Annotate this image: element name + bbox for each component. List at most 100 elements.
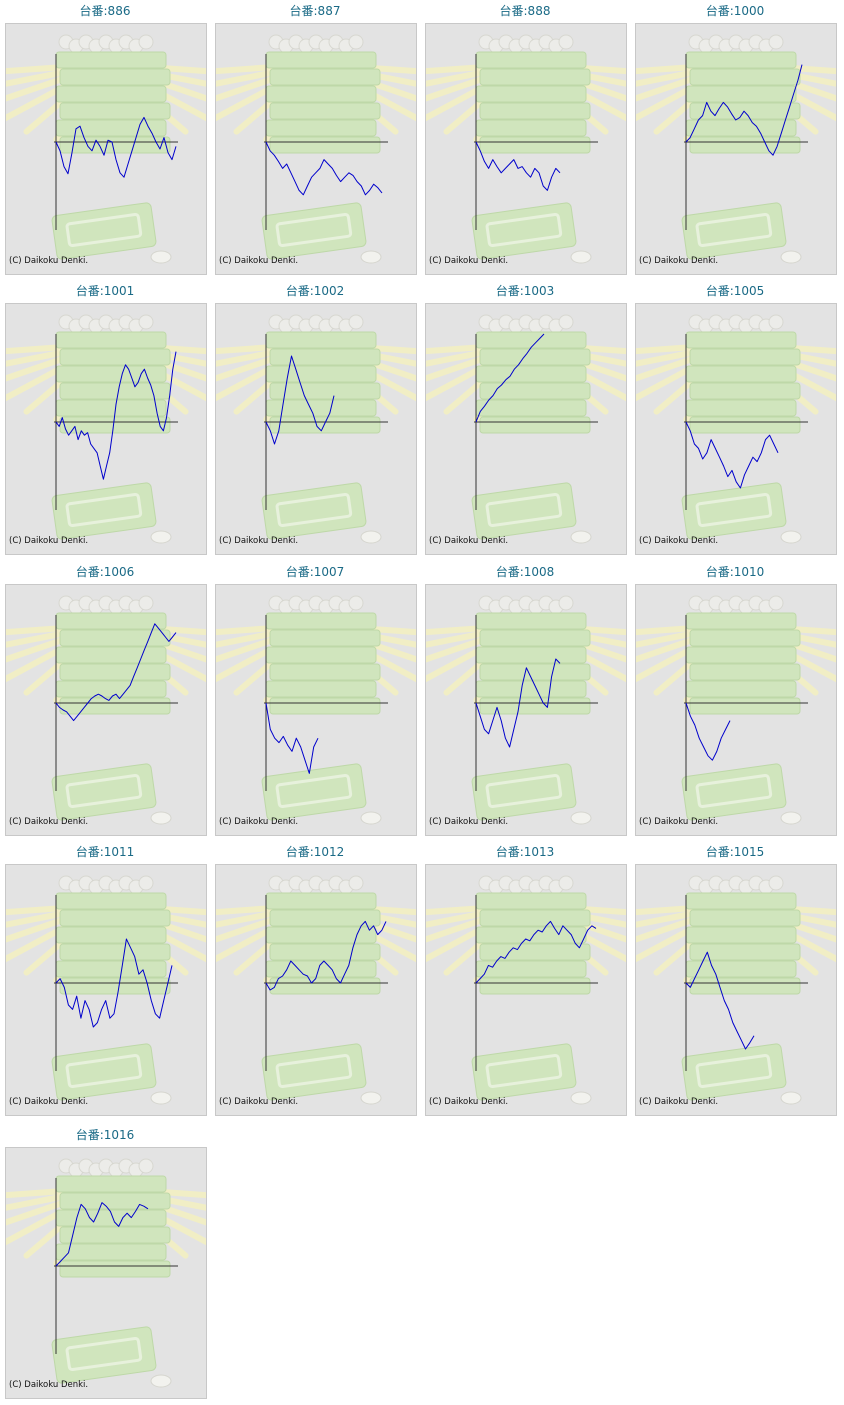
machine-number-link[interactable]: 台番:1001: [75, 284, 135, 298]
slump-graph-panel[interactable]: (C) Daikoku Denki.: [425, 864, 627, 1116]
slump-graph-panel[interactable]: (C) Daikoku Denki.: [215, 23, 417, 275]
chart-cell: 台番:1007 (C) Daikoku Denki.: [210, 562, 420, 836]
slump-graph-panel[interactable]: (C) Daikoku Denki.: [635, 303, 837, 555]
chart-cell: 台番:888 (C) Daikoku Denki.: [420, 1, 630, 275]
series-line: [265, 920, 387, 991]
copyright-text: (C) Daikoku Denki.: [9, 817, 89, 827]
machine-number-link[interactable]: 台番:1013: [495, 845, 555, 859]
copyright-text: (C) Daikoku Denki.: [429, 256, 509, 266]
pachinko-tray-decor-icon: [426, 595, 626, 825]
slump-graph-svg: [636, 314, 836, 544]
machine-number-link[interactable]: 台番:887: [289, 4, 341, 18]
slump-graph-panel[interactable]: (C) Daikoku Denki.: [215, 864, 417, 1116]
slump-graph-panel[interactable]: (C) Daikoku Denki.: [215, 303, 417, 555]
slump-graph-panel[interactable]: (C) Daikoku Denki.: [215, 584, 417, 836]
slump-graph-svg: [6, 1158, 206, 1388]
series-line: [475, 920, 597, 984]
copyright-text: (C) Daikoku Denki.: [9, 536, 89, 546]
pachinko-tray-decor-icon: [636, 34, 836, 264]
copyright-text: (C) Daikoku Denki.: [219, 817, 299, 827]
chart-cell: 台番:1015 (C) Daikoku Denki.: [630, 842, 840, 1116]
chart-cell: 台番:1003 (C) Daikoku Denki.: [420, 281, 630, 555]
machine-number-link[interactable]: 台番:1007: [285, 565, 345, 579]
pachinko-tray-decor-icon: [636, 875, 836, 1105]
pachinko-tray-decor-icon: [216, 34, 416, 264]
pachinko-tray-decor-icon: [6, 875, 206, 1105]
chart-cell: 台番:1011 (C) Daikoku Denki.: [0, 842, 210, 1116]
copyright-text: (C) Daikoku Denki.: [639, 817, 719, 827]
series-line: [685, 64, 803, 156]
slump-graph-svg: [6, 314, 206, 544]
series-line: [55, 351, 177, 480]
copyright-text: (C) Daikoku Denki.: [219, 256, 299, 266]
copyright-text: (C) Daikoku Denki.: [9, 256, 89, 266]
pachinko-tray-decor-icon: [216, 314, 416, 544]
machine-number-link[interactable]: 台番:888: [499, 4, 551, 18]
series-line: [685, 702, 731, 761]
series-line: [475, 658, 561, 748]
copyright-text: (C) Daikoku Denki.: [9, 1380, 89, 1390]
machine-number-link[interactable]: 台番:886: [79, 4, 131, 18]
series-line: [685, 951, 755, 1050]
chart-cell: 台番:1002 (C) Daikoku Denki.: [210, 281, 420, 555]
chart-cell: 台番:1013 (C) Daikoku Denki.: [420, 842, 630, 1116]
slump-graph-svg: [636, 595, 836, 825]
machine-number-link[interactable]: 台番:1010: [705, 565, 765, 579]
series-line: [265, 702, 319, 774]
machine-number-link[interactable]: 台番:1016: [75, 1128, 135, 1142]
slump-graph-panel[interactable]: (C) Daikoku Denki.: [635, 23, 837, 275]
copyright-text: (C) Daikoku Denki.: [9, 1097, 89, 1107]
series-line: [475, 141, 561, 191]
machine-number-link[interactable]: 台番:1015: [705, 845, 765, 859]
slump-graph-panel[interactable]: (C) Daikoku Denki.: [635, 864, 837, 1116]
slump-graph-panel[interactable]: (C) Daikoku Denki.: [5, 23, 207, 275]
slump-graph-svg: [426, 34, 626, 264]
copyright-text: (C) Daikoku Denki.: [429, 536, 509, 546]
slump-graph-svg: [216, 595, 416, 825]
slump-graph-svg: [426, 595, 626, 825]
slump-graph-svg: [216, 314, 416, 544]
copyright-text: (C) Daikoku Denki.: [639, 536, 719, 546]
pachinko-tray-decor-icon: [636, 314, 836, 544]
copyright-text: (C) Daikoku Denki.: [639, 256, 719, 266]
series-line: [685, 421, 779, 489]
machine-number-link[interactable]: 台番:1000: [705, 4, 765, 18]
chart-cell: 台番:1008 (C) Daikoku Denki.: [420, 562, 630, 836]
machine-number-link[interactable]: 台番:1012: [285, 845, 345, 859]
machine-number-link[interactable]: 台番:1011: [75, 845, 135, 859]
slump-graph-panel[interactable]: (C) Daikoku Denki.: [5, 1147, 207, 1399]
pachinko-tray-decor-icon: [636, 595, 836, 825]
slump-graph-svg: [6, 595, 206, 825]
pachinko-tray-decor-icon: [6, 314, 206, 544]
slump-graph-svg: [6, 34, 206, 264]
copyright-text: (C) Daikoku Denki.: [429, 1097, 509, 1107]
machine-number-link[interactable]: 台番:1006: [75, 565, 135, 579]
copyright-text: (C) Daikoku Denki.: [219, 536, 299, 546]
series-line: [55, 623, 177, 722]
machine-number-link[interactable]: 台番:1005: [705, 284, 765, 298]
slump-graph-panel[interactable]: (C) Daikoku Denki.: [425, 23, 627, 275]
series-line: [265, 355, 335, 445]
slump-graph-svg: [636, 34, 836, 264]
copyright-text: (C) Daikoku Denki.: [429, 817, 509, 827]
slump-graph-svg: [216, 34, 416, 264]
chart-cell: 台番:1010 (C) Daikoku Denki.: [630, 562, 840, 836]
pachinko-tray-decor-icon: [6, 595, 206, 825]
slump-graph-panel[interactable]: (C) Daikoku Denki.: [635, 584, 837, 836]
slump-graph-panel[interactable]: (C) Daikoku Denki.: [425, 584, 627, 836]
pachinko-tray-decor-icon: [6, 1158, 206, 1388]
slump-graph-panel[interactable]: (C) Daikoku Denki.: [5, 584, 207, 836]
machine-number-link[interactable]: 台番:1008: [495, 565, 555, 579]
chart-cell: 台番:1005 (C) Daikoku Denki.: [630, 281, 840, 555]
pachinko-tray-decor-icon: [426, 875, 626, 1105]
chart-cell: 台番:1000 (C) Daikoku Denki.: [630, 1, 840, 275]
machine-number-link[interactable]: 台番:1003: [495, 284, 555, 298]
series-line: [55, 938, 173, 1028]
slump-graph-panel[interactable]: (C) Daikoku Denki.: [5, 864, 207, 1116]
pachinko-tray-decor-icon: [216, 875, 416, 1105]
slump-graph-panel[interactable]: (C) Daikoku Denki.: [5, 303, 207, 555]
slump-graph-panel[interactable]: (C) Daikoku Denki.: [425, 303, 627, 555]
machine-number-link[interactable]: 台番:1002: [285, 284, 345, 298]
pachinko-tray-decor-icon: [6, 34, 206, 264]
